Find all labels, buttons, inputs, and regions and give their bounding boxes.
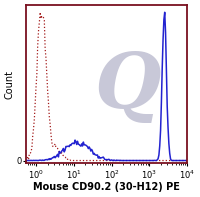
X-axis label: Mouse CD90.2 (30-H12) PE: Mouse CD90.2 (30-H12) PE <box>33 182 180 192</box>
Text: Q: Q <box>94 50 161 124</box>
Y-axis label: Count: Count <box>5 70 15 99</box>
